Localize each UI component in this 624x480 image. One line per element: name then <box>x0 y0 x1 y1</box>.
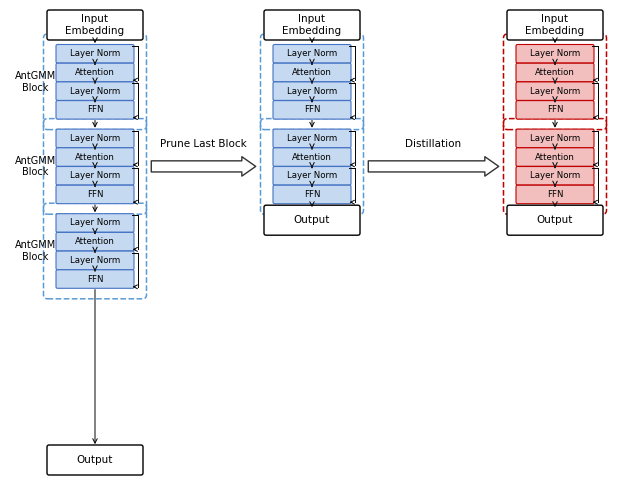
FancyBboxPatch shape <box>56 232 134 251</box>
Text: Attention: Attention <box>535 68 575 77</box>
Text: Layer Norm: Layer Norm <box>70 171 120 180</box>
FancyBboxPatch shape <box>516 45 594 63</box>
Text: Output: Output <box>294 215 330 225</box>
FancyBboxPatch shape <box>56 82 134 100</box>
Text: Layer Norm: Layer Norm <box>70 49 120 58</box>
Text: Distillation: Distillation <box>406 139 462 149</box>
FancyBboxPatch shape <box>273 45 351 63</box>
FancyBboxPatch shape <box>56 185 134 204</box>
Text: Input
Embedding: Input Embedding <box>283 14 341 36</box>
Text: AntGMM
Block: AntGMM Block <box>15 156 56 177</box>
Text: FFN: FFN <box>87 190 103 199</box>
FancyBboxPatch shape <box>273 101 351 119</box>
Text: FFN: FFN <box>87 275 103 284</box>
Text: Attention: Attention <box>75 153 115 162</box>
FancyBboxPatch shape <box>56 251 134 270</box>
Text: Output: Output <box>77 455 113 465</box>
FancyBboxPatch shape <box>516 101 594 119</box>
Text: Layer Norm: Layer Norm <box>530 134 580 143</box>
Text: AntGMM
Block: AntGMM Block <box>15 71 56 93</box>
FancyBboxPatch shape <box>516 63 594 82</box>
FancyBboxPatch shape <box>56 148 134 166</box>
Text: FFN: FFN <box>304 190 320 199</box>
FancyBboxPatch shape <box>516 185 594 204</box>
Text: Layer Norm: Layer Norm <box>530 49 580 58</box>
FancyBboxPatch shape <box>56 101 134 119</box>
FancyBboxPatch shape <box>273 63 351 82</box>
FancyBboxPatch shape <box>56 167 134 185</box>
FancyBboxPatch shape <box>273 129 351 148</box>
FancyBboxPatch shape <box>516 82 594 100</box>
Text: Layer Norm: Layer Norm <box>70 87 120 96</box>
FancyBboxPatch shape <box>516 148 594 166</box>
Text: AntGMM
Block: AntGMM Block <box>15 240 56 262</box>
Text: Layer Norm: Layer Norm <box>287 134 337 143</box>
Text: Layer Norm: Layer Norm <box>287 171 337 180</box>
FancyBboxPatch shape <box>516 167 594 185</box>
FancyBboxPatch shape <box>56 63 134 82</box>
Text: Layer Norm: Layer Norm <box>70 134 120 143</box>
FancyBboxPatch shape <box>56 45 134 63</box>
FancyBboxPatch shape <box>264 205 360 235</box>
FancyBboxPatch shape <box>47 10 143 40</box>
FancyBboxPatch shape <box>516 129 594 148</box>
Text: Attention: Attention <box>75 237 115 246</box>
FancyBboxPatch shape <box>273 148 351 166</box>
Text: Layer Norm: Layer Norm <box>287 49 337 58</box>
Text: FFN: FFN <box>87 105 103 114</box>
FancyBboxPatch shape <box>56 270 134 288</box>
Text: Layer Norm: Layer Norm <box>70 218 120 228</box>
FancyBboxPatch shape <box>56 129 134 148</box>
Text: FFN: FFN <box>304 105 320 114</box>
Text: Attention: Attention <box>292 68 332 77</box>
Text: FFN: FFN <box>547 190 563 199</box>
Text: Attention: Attention <box>75 68 115 77</box>
FancyBboxPatch shape <box>273 167 351 185</box>
FancyBboxPatch shape <box>47 445 143 475</box>
Text: Layer Norm: Layer Norm <box>70 256 120 265</box>
FancyBboxPatch shape <box>273 82 351 100</box>
Text: Input
Embedding: Input Embedding <box>66 14 125 36</box>
FancyBboxPatch shape <box>264 10 360 40</box>
Text: Attention: Attention <box>535 153 575 162</box>
Text: Prune Last Block: Prune Last Block <box>160 139 247 149</box>
Text: Output: Output <box>537 215 573 225</box>
Text: Layer Norm: Layer Norm <box>287 87 337 96</box>
FancyBboxPatch shape <box>56 214 134 232</box>
FancyBboxPatch shape <box>507 205 603 235</box>
Text: FFN: FFN <box>547 105 563 114</box>
Text: Input
Embedding: Input Embedding <box>525 14 585 36</box>
FancyBboxPatch shape <box>273 185 351 204</box>
Text: Layer Norm: Layer Norm <box>530 171 580 180</box>
FancyBboxPatch shape <box>507 10 603 40</box>
Text: Attention: Attention <box>292 153 332 162</box>
Text: Layer Norm: Layer Norm <box>530 87 580 96</box>
